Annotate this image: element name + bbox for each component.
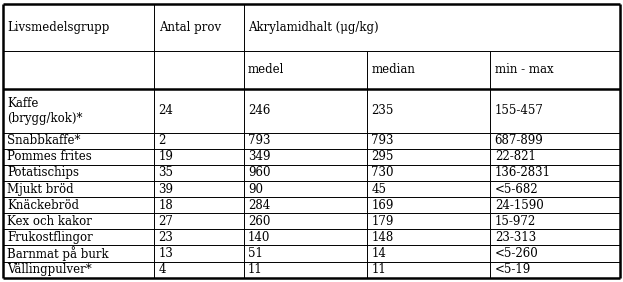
Text: 295: 295 [371,150,394,163]
Text: 22-821: 22-821 [495,150,536,163]
Text: 169: 169 [371,199,394,212]
Text: 793: 793 [371,134,394,147]
Text: 39: 39 [159,182,174,195]
Text: 687-899: 687-899 [495,134,543,147]
Text: <5-260: <5-260 [495,247,538,260]
Text: 140: 140 [248,231,270,244]
Text: Barnmat på burk: Barnmat på burk [7,246,109,261]
Text: Kaffe
(brygg/kok)*: Kaffe (brygg/kok)* [7,97,83,125]
Text: <5-682: <5-682 [495,182,538,195]
Text: Potatischips: Potatischips [7,166,80,179]
Text: 246: 246 [248,104,270,117]
Text: Kex och kakor: Kex och kakor [7,215,92,228]
Text: <5-19: <5-19 [495,263,531,276]
Text: 23: 23 [159,231,173,244]
Text: 284: 284 [248,199,270,212]
Text: 136-2831: 136-2831 [495,166,551,179]
Text: Frukostflingor: Frukostflingor [7,231,93,244]
Text: Pommes frites: Pommes frites [7,150,92,163]
Text: 15-972: 15-972 [495,215,536,228]
Text: 4: 4 [159,263,166,276]
Text: min - max: min - max [495,63,553,76]
Text: 19: 19 [159,150,173,163]
Text: Livsmedelsgrupp: Livsmedelsgrupp [7,21,110,34]
Text: 179: 179 [371,215,394,228]
Text: 24-1590: 24-1590 [495,199,543,212]
Text: 90: 90 [248,182,263,195]
Text: 45: 45 [371,182,386,195]
Text: 235: 235 [371,104,394,117]
Text: 23-313: 23-313 [495,231,536,244]
Text: 148: 148 [371,231,394,244]
Text: 11: 11 [248,263,263,276]
Text: median: median [371,63,416,76]
Text: Mjukt bröd: Mjukt bröd [7,182,74,195]
Text: 24: 24 [159,104,173,117]
Text: 11: 11 [371,263,386,276]
Text: Vällingpulver*: Vällingpulver* [7,263,92,276]
Text: Snabbkaffe*: Snabbkaffe* [7,134,81,147]
Text: 260: 260 [248,215,270,228]
Text: 14: 14 [371,247,386,260]
Text: Akrylamidhalt (μg/kg): Akrylamidhalt (μg/kg) [248,21,379,34]
Text: medel: medel [248,63,284,76]
Text: 13: 13 [159,247,173,260]
Text: 730: 730 [371,166,394,179]
Text: 27: 27 [159,215,173,228]
Text: 18: 18 [159,199,173,212]
Text: 35: 35 [159,166,174,179]
Text: Knäckebröd: Knäckebröd [7,199,80,212]
Text: 51: 51 [248,247,263,260]
Text: 793: 793 [248,134,270,147]
Text: 155-457: 155-457 [495,104,544,117]
Text: 960: 960 [248,166,270,179]
Text: 349: 349 [248,150,270,163]
Text: Antal prov: Antal prov [159,21,221,34]
Text: 2: 2 [159,134,166,147]
